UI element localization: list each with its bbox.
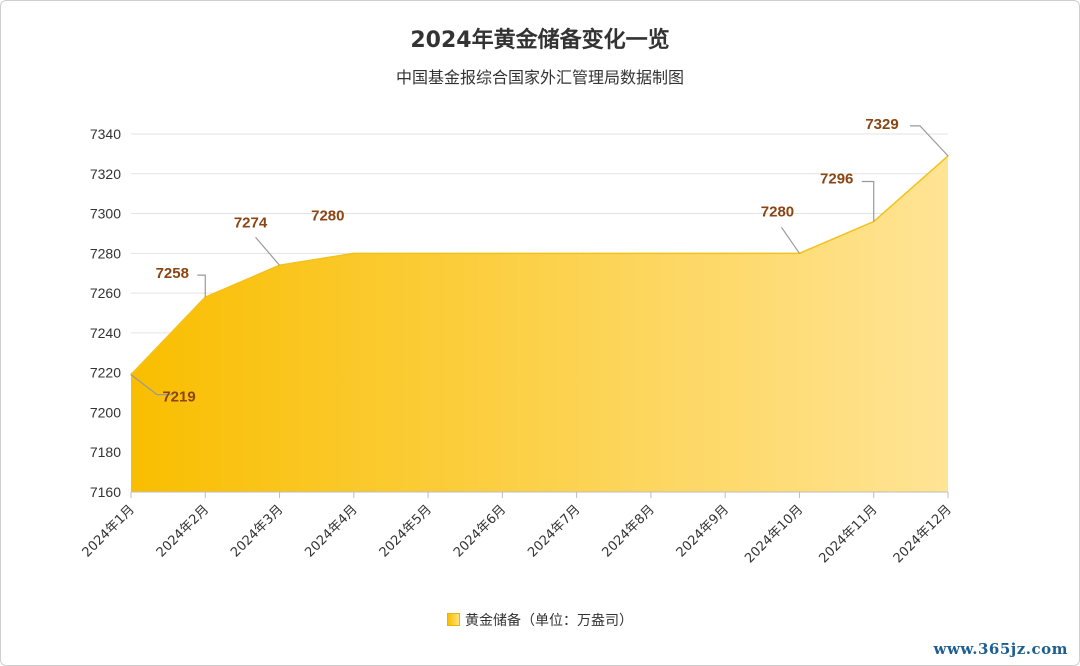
y-tick-label: 7160 (90, 484, 121, 500)
label-leader (861, 180, 875, 222)
label-leader (910, 125, 949, 157)
label-leader (255, 236, 281, 266)
label-leader (780, 226, 800, 254)
data-labels: 7219 7258 7274 7280 7280 7296 7329 (130, 116, 949, 406)
x-tick-label: 2024年10月 (742, 502, 806, 566)
x-tick-label: 2024年7月 (525, 502, 583, 560)
y-tick-label: 7320 (90, 166, 121, 182)
x-tick-label: 2024年9月 (674, 502, 732, 560)
y-tick-label: 7220 (90, 365, 121, 381)
y-tick-label: 7340 (90, 126, 121, 142)
data-label: 7219 (162, 389, 195, 406)
y-tick-label: 7240 (90, 325, 121, 341)
data-label: 7329 (865, 116, 898, 133)
label-leader (130, 374, 173, 396)
legend-swatch (447, 613, 460, 626)
y-tick-label: 7280 (90, 245, 121, 261)
series-line (130, 155, 949, 376)
y-tick-label: 7180 (90, 444, 121, 460)
label-leader (197, 274, 206, 298)
watermark: www.365jz.com (933, 640, 1068, 658)
x-tick-label: 2024年4月 (302, 502, 360, 560)
chart-title: 2024年黄金储备变化一览 (410, 28, 670, 53)
x-tick-label: 2024年5月 (377, 502, 435, 560)
x-tick-label: 2024年3月 (228, 502, 286, 560)
area-series (130, 155, 949, 492)
data-label: 7280 (311, 207, 344, 224)
y-tick-label: 7260 (90, 285, 121, 301)
data-point (724, 252, 726, 255)
x-tick-label: 2024年2月 (154, 502, 212, 560)
data-label: 7280 (761, 203, 794, 220)
y-tick-label: 7300 (90, 206, 121, 222)
x-tick-label: 2024年8月 (600, 502, 658, 560)
legend-label: 黄金储备（单位：万盎司） (465, 613, 633, 629)
area-fill (131, 155, 948, 492)
y-tick-label: 7200 (90, 404, 121, 420)
data-point (501, 252, 504, 255)
data-point (575, 252, 578, 255)
data-point (650, 252, 652, 255)
data-point (427, 252, 429, 255)
x-tick-label: 2024年1月 (80, 502, 138, 560)
x-tick-label: 2024年11月 (816, 502, 880, 566)
legend[interactable]: 黄金储备（单位：万盎司） (0, 610, 1080, 630)
data-label: 7296 (820, 171, 853, 188)
data-point (353, 252, 355, 255)
chart-subtitle: 中国基金报综合国家外汇管理局数据制图 (395, 68, 684, 87)
x-tick-label: 2024年6月 (451, 502, 509, 560)
data-label: 7274 (234, 214, 268, 231)
data-label: 7258 (156, 265, 189, 282)
x-tick-label: 2024年12月 (891, 502, 955, 566)
